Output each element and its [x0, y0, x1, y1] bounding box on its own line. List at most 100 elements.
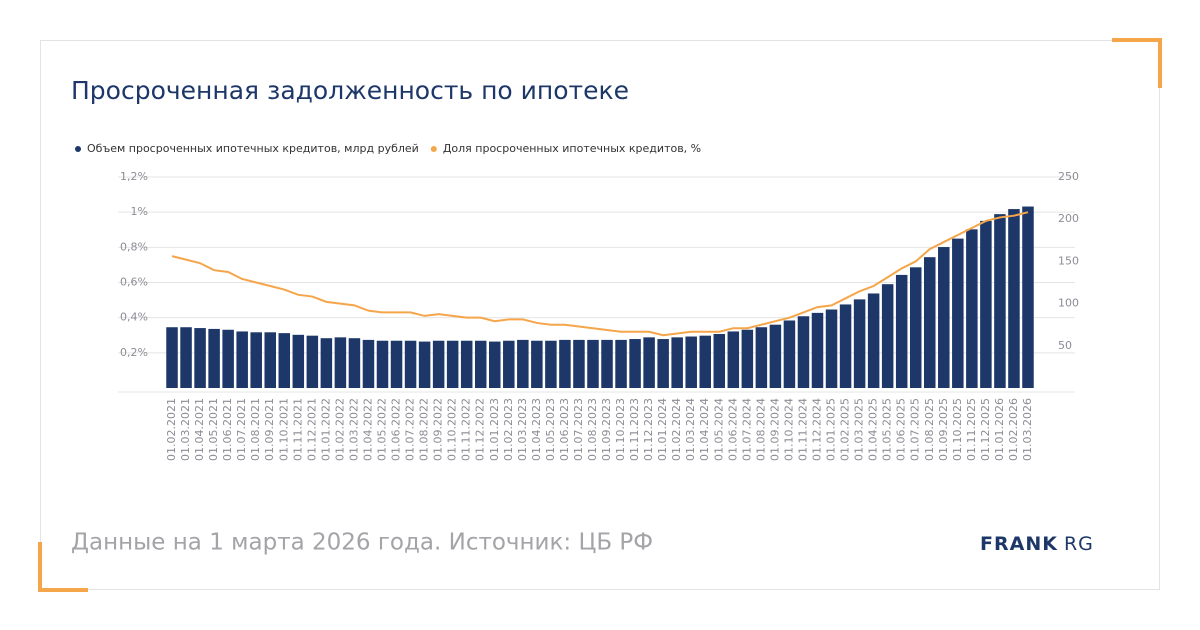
x-tick-label: 01.03.2022: [347, 398, 360, 461]
x-tick-label: 01.02.2025: [839, 398, 852, 461]
x-tick-label: 01.04.2025: [867, 398, 880, 461]
x-tick-label: 01.01.2023: [488, 398, 501, 461]
x-tick-label: 01.07.2023: [572, 398, 585, 461]
bar: [517, 339, 529, 388]
bar: [825, 309, 838, 388]
bar: [418, 341, 431, 388]
bar: [236, 331, 248, 388]
bar: [713, 333, 726, 388]
bar: [432, 340, 445, 388]
x-tick-label: 01.07.2025: [909, 398, 922, 461]
bar: [292, 334, 305, 388]
x-tick-label: 01.02.2024: [670, 398, 683, 461]
bar: [180, 327, 192, 388]
x-tick-label: 01.10.2022: [446, 398, 459, 461]
corner-accent: [1112, 38, 1162, 88]
x-tick-label: 01.11.2024: [796, 398, 809, 461]
bar: [545, 340, 557, 388]
bar: [741, 329, 754, 388]
bar: [320, 338, 333, 388]
logo-light: RG: [1064, 533, 1094, 555]
bar: [1022, 206, 1034, 388]
x-tick-label: 01.05.2025: [881, 398, 894, 461]
legend-marker: [75, 146, 81, 152]
x-tick-label: 01.01.2025: [825, 398, 838, 461]
bar: [194, 328, 206, 388]
bar: [952, 238, 964, 388]
bar: [503, 340, 515, 388]
bar: [404, 340, 417, 388]
y-tick-label: 1,2%: [120, 170, 148, 183]
x-tick-label: 01.06.2023: [558, 398, 571, 461]
x-tick-label: 01.12.2023: [642, 398, 655, 461]
bar: [853, 299, 866, 388]
bar: [755, 327, 768, 388]
x-tick-label: 01.12.2024: [811, 398, 824, 461]
bar: [839, 304, 852, 388]
bar: [278, 333, 291, 388]
corner-accent: [38, 542, 88, 592]
bar: [783, 320, 796, 388]
bar: [559, 339, 571, 388]
bar: [629, 339, 641, 388]
bar: [390, 340, 403, 388]
bar: [811, 312, 824, 388]
bar: [222, 329, 234, 388]
bar: [250, 332, 262, 388]
x-tick-label: 01.10.2021: [277, 398, 290, 461]
y-tick-label: 0,2%: [120, 346, 148, 359]
bar: [208, 328, 220, 388]
x-tick-label: 01.12.2021: [305, 398, 318, 461]
card: [40, 40, 1160, 590]
bar: [264, 332, 276, 388]
x-tick-label: 01.06.2024: [726, 398, 739, 461]
x-tick-label: 01.03.2021: [179, 398, 192, 461]
x-tick-label: 01.08.2023: [586, 398, 599, 461]
x-tick-label: 01.02.2021: [165, 398, 178, 461]
y2-tick-label: 250: [1058, 170, 1079, 183]
x-tick-label: 01.07.2022: [404, 398, 417, 461]
x-tick-label: 01.04.2022: [361, 398, 374, 461]
bar: [474, 340, 487, 388]
bar: [685, 336, 697, 388]
bar: [909, 267, 922, 388]
legend-label: Объем просроченных ипотечных кредитов, м…: [87, 142, 419, 155]
bar: [531, 340, 543, 388]
bar: [334, 337, 347, 388]
bar: [769, 324, 782, 388]
x-tick-label: 01.12.2022: [474, 398, 487, 461]
x-tick-label: 01.04.2021: [193, 398, 206, 461]
bar: [166, 327, 178, 388]
bar: [994, 214, 1006, 388]
bar: [306, 335, 319, 388]
x-tick-label: 01.09.2023: [600, 398, 613, 461]
x-tick-label: 01.11.2021: [291, 398, 304, 461]
bar: [699, 335, 711, 388]
bar: [895, 274, 908, 388]
x-tick-label: 01.05.2024: [712, 398, 725, 461]
bar: [446, 340, 459, 388]
x-tick-label: 01.01.2026: [993, 398, 1006, 461]
bar: [615, 339, 627, 388]
bar: [797, 316, 810, 388]
bar: [573, 339, 585, 388]
x-tick-label: 01.01.2024: [656, 398, 669, 461]
bar: [362, 339, 375, 388]
x-tick-label: 01.02.2022: [333, 398, 346, 461]
x-tick-label: 01.10.2023: [614, 398, 627, 461]
bar: [938, 247, 950, 388]
x-tick-label: 01.02.2026: [1007, 398, 1020, 461]
x-tick-label: 01.04.2024: [698, 398, 711, 461]
y2-tick-label: 150: [1058, 254, 1079, 267]
x-tick-label: 01.01.2022: [319, 398, 332, 461]
bar: [727, 331, 740, 388]
x-tick-label: 01.10.2025: [951, 398, 964, 461]
x-tick-label: 01.07.2024: [740, 398, 753, 461]
bar: [867, 293, 880, 388]
x-tick-label: 01.08.2024: [754, 398, 767, 461]
x-tick-label: 01.09.2022: [432, 398, 445, 461]
y2-tick-label: 50: [1058, 339, 1072, 352]
x-tick-label: 01.06.2021: [221, 398, 234, 461]
x-tick-label: 01.10.2024: [782, 398, 795, 461]
source-note: Данные на 1 марта 2026 года. Источник: Ц…: [71, 530, 653, 556]
